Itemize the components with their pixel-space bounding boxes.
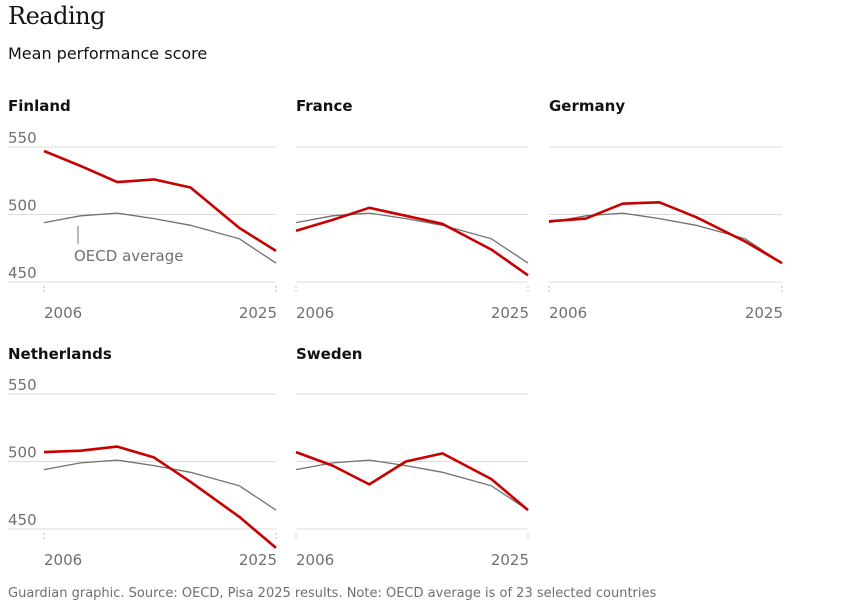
page-subtitle: Mean performance score <box>8 44 208 63</box>
oecd-average-line <box>43 212 277 264</box>
oecd-average-line <box>295 459 529 511</box>
panel-title: Sweden <box>296 345 362 363</box>
x-tick-label: 2006 <box>44 304 82 322</box>
y-tick-label: 450 <box>8 264 37 282</box>
country-line <box>548 201 783 265</box>
y-tick-label: 550 <box>8 376 37 394</box>
panel-title: Netherlands <box>8 345 112 363</box>
y-tick-label: 500 <box>8 197 37 215</box>
x-tick-label: 2006 <box>296 304 334 322</box>
panel-title: Germany <box>549 97 625 115</box>
panel-title: Finland <box>8 97 71 115</box>
oecd-average-line <box>548 212 783 264</box>
country-line <box>295 206 529 277</box>
oecd-average-line <box>43 459 277 511</box>
x-tick-label: 2006 <box>549 304 587 322</box>
y-tick-label: 450 <box>8 511 37 529</box>
source-footnote: Guardian graphic. Source: OECD, Pisa 202… <box>8 586 657 601</box>
x-tick-label: 2025 <box>491 551 529 569</box>
oecd-average-line <box>295 212 529 264</box>
x-tick-label: 2025 <box>239 551 277 569</box>
x-tick-label: 2025 <box>491 304 529 322</box>
y-tick-label: 550 <box>8 129 37 147</box>
x-tick-label: 2025 <box>745 304 783 322</box>
x-tick-label: 2025 <box>239 304 277 322</box>
country-line <box>43 149 277 253</box>
x-tick-label: 2006 <box>44 551 82 569</box>
x-tick-label: 2006 <box>296 551 334 569</box>
country-line <box>43 445 277 549</box>
country-line <box>295 450 529 512</box>
panel-title: France <box>296 97 353 115</box>
annotation-label: OECD average <box>74 247 183 265</box>
y-tick-label: 500 <box>8 444 37 462</box>
page-title: Reading <box>8 2 105 30</box>
